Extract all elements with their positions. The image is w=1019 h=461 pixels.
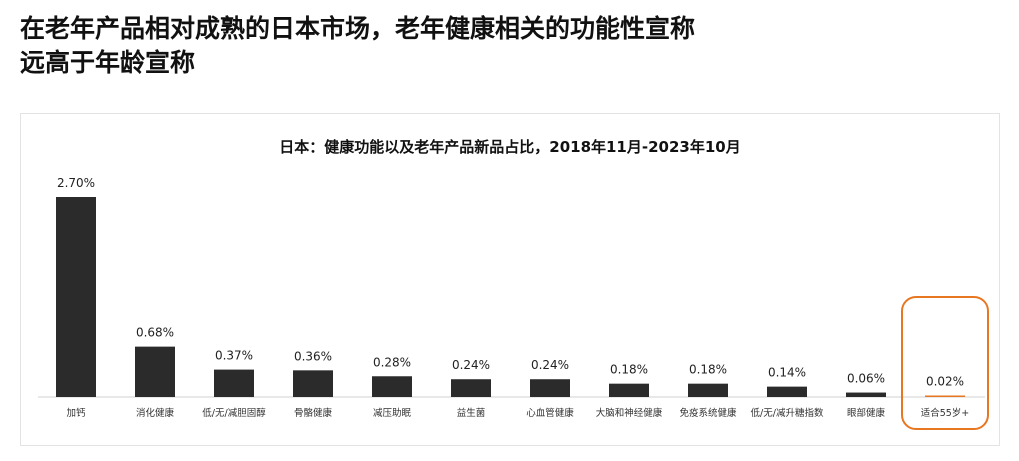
bar (135, 346, 175, 397)
category-label: 免疫系统健康 (679, 407, 737, 419)
chart-panel (20, 113, 1000, 446)
data-label: 0.68% (136, 326, 174, 340)
category-label: 加钙 (66, 407, 86, 419)
data-label: 0.06% (847, 372, 885, 386)
bar (451, 379, 491, 397)
data-label: 0.24% (531, 358, 569, 372)
bar (609, 383, 649, 397)
headline-line-1: 在老年产品相对成熟的日本市场，老年健康相关的功能性宣称 (20, 14, 696, 43)
category-label: 大脑和神经健康 (596, 407, 663, 419)
bar (846, 392, 886, 397)
bar (767, 386, 807, 397)
category-label: 低/无/减胆固醇 (202, 407, 266, 419)
data-label: 0.37% (215, 349, 253, 363)
chart-title: 日本：健康功能以及老年产品新品占比，2018年11月-2023年10月 (279, 138, 740, 156)
category-label: 心血管健康 (526, 407, 574, 419)
category-label: 消化健康 (136, 407, 175, 419)
bar (56, 197, 96, 397)
category-label: 骨骼健康 (294, 407, 333, 419)
bar (372, 376, 412, 397)
category-label: 益生菌 (457, 407, 486, 419)
headline-line-2: 远高于年龄宣称 (20, 48, 196, 77)
category-label: 适合55岁+ (921, 407, 970, 419)
bar (214, 369, 254, 397)
data-label: 2.70% (57, 176, 95, 190)
data-label: 0.18% (689, 363, 727, 377)
bar (293, 370, 333, 397)
category-label: 减压助眠 (373, 407, 412, 419)
bar (688, 383, 728, 397)
bar (530, 379, 570, 397)
headline: 在老年产品相对成熟的日本市场，老年健康相关的功能性宣称 远高于年龄宣称 (20, 12, 695, 80)
data-label: 0.02% (926, 375, 964, 389)
category-label: 眼部健康 (847, 407, 886, 419)
bar (925, 395, 965, 397)
data-label: 0.36% (294, 349, 332, 363)
data-label: 0.28% (373, 355, 411, 369)
category-label: 低/无/减升糖指数 (751, 407, 824, 419)
data-label: 0.24% (452, 358, 490, 372)
data-label: 0.18% (610, 363, 648, 377)
data-label: 0.14% (768, 366, 806, 380)
highlight-box (901, 296, 989, 430)
